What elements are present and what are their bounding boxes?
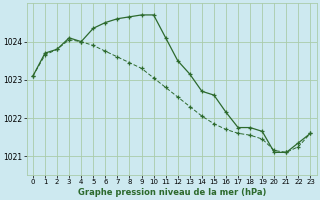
X-axis label: Graphe pression niveau de la mer (hPa): Graphe pression niveau de la mer (hPa) — [77, 188, 266, 197]
